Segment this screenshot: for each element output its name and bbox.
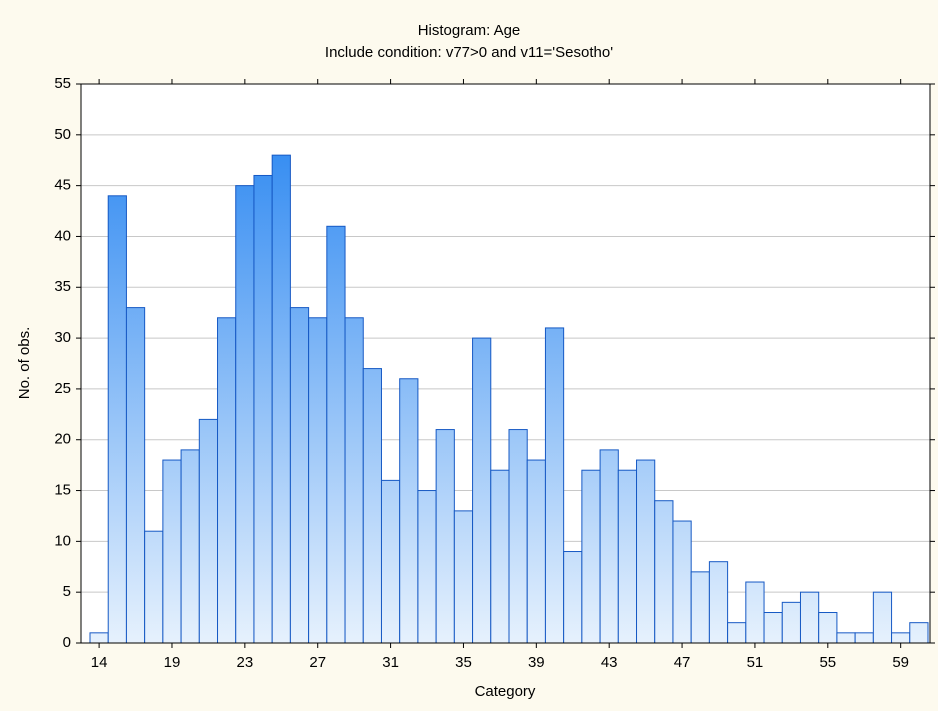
bar [763, 612, 783, 644]
bar [690, 571, 710, 644]
bar [125, 307, 146, 644]
bar [89, 632, 109, 644]
bar [144, 530, 164, 644]
plot-frame [80, 83, 931, 644]
bar [745, 581, 765, 644]
x-tick-label: 35 [455, 654, 472, 671]
bar [380, 479, 401, 644]
y-tick-label: 5 [63, 583, 71, 600]
bar [563, 551, 583, 644]
x-tick-label: 43 [601, 654, 618, 671]
bar [417, 490, 437, 644]
bar [909, 622, 929, 644]
x-tick-label: 19 [164, 654, 181, 671]
bar [235, 185, 255, 644]
y-tick-label: 55 [54, 75, 71, 92]
y-tick-label: 45 [54, 177, 71, 194]
bar [289, 307, 310, 644]
bar [308, 317, 328, 644]
bar [107, 195, 127, 644]
bar [472, 337, 492, 644]
x-tick-label: 59 [892, 654, 909, 671]
bar [198, 418, 219, 644]
bar [654, 500, 674, 644]
bar [180, 449, 200, 644]
y-tick-label: 25 [54, 380, 71, 397]
bar [435, 429, 455, 644]
bar [836, 632, 856, 644]
y-tick-label: 35 [54, 278, 71, 295]
chart-subtitle: Include condition: v77>0 and v11='Sesoth… [325, 44, 613, 61]
bar [818, 612, 838, 644]
x-tick-label: 39 [528, 654, 545, 671]
bar [544, 327, 565, 644]
bar [508, 429, 528, 644]
bar [708, 561, 729, 644]
bar [672, 520, 692, 644]
bar [617, 469, 638, 644]
bar [526, 459, 546, 644]
x-tick-label: 51 [747, 654, 764, 671]
x-tick-label: 47 [674, 654, 691, 671]
x-tick-label: 31 [382, 654, 399, 671]
bar [727, 622, 747, 644]
x-axis-label: Category [475, 683, 536, 700]
bar [599, 449, 619, 644]
bar [799, 591, 820, 644]
bar [271, 154, 291, 644]
bar [854, 632, 874, 644]
bar [217, 317, 237, 644]
bar [326, 225, 346, 644]
bar [162, 459, 182, 644]
y-tick-label: 10 [54, 532, 71, 549]
bar [362, 368, 382, 644]
y-axis-label: No. of obs. [16, 327, 33, 400]
x-tick-label: 27 [309, 654, 326, 671]
x-tick-label: 55 [819, 654, 836, 671]
bar [399, 378, 419, 644]
y-tick-label: 15 [54, 482, 71, 499]
bar [781, 601, 801, 644]
chart-title: Histogram: Age [418, 22, 521, 39]
y-tick-label: 40 [54, 227, 71, 244]
x-tick-label: 14 [91, 654, 108, 671]
bar [344, 317, 364, 644]
bar [253, 174, 273, 644]
bar [636, 459, 656, 644]
y-tick-label: 50 [54, 126, 71, 143]
bar [891, 632, 911, 644]
y-tick-label: 20 [54, 431, 71, 448]
y-tick-label: 30 [54, 329, 71, 346]
bar [872, 591, 893, 644]
bar [581, 469, 601, 644]
x-tick-label: 23 [237, 654, 254, 671]
y-tick-label: 0 [63, 634, 71, 651]
bar [453, 510, 474, 644]
bar [490, 469, 510, 644]
